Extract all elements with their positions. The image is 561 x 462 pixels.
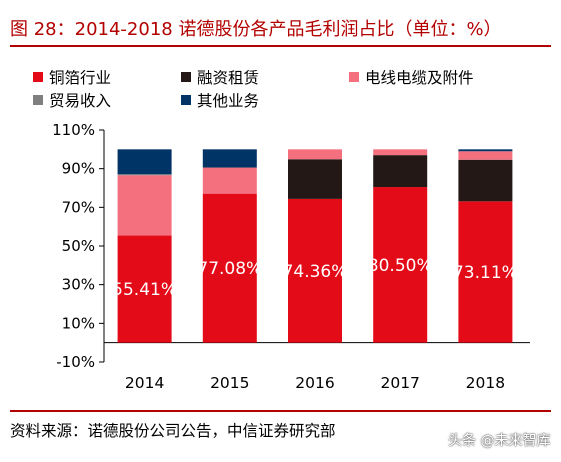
legend-label-leasing: 融资租赁 bbox=[197, 69, 260, 87]
x-tick-label: 2015 bbox=[210, 374, 249, 392]
legend-row-1: 铜箔行业 融资租赁 电线电缆及附件 bbox=[33, 66, 474, 88]
bar-segment-2018-电线电缆及附件 bbox=[458, 151, 513, 160]
legend-item-trade: 贸易收入 bbox=[33, 89, 181, 111]
bar-segment-2014-电线电缆及附件 bbox=[117, 175, 172, 236]
bar-segment-2016-铜箔行业 bbox=[288, 198, 342, 343]
data-label: 73.11% bbox=[453, 263, 518, 283]
legend-row-2: 贸易收入 其他业务 bbox=[33, 89, 259, 111]
y-tick-label: 70% bbox=[62, 198, 95, 216]
legend-label-copper-foil: 铜箔行业 bbox=[49, 69, 112, 87]
legend-item-cable: 电线电缆及附件 bbox=[349, 66, 474, 88]
x-tick-label: 2016 bbox=[295, 374, 334, 392]
source-note: 资料来源：诺德股份公司公告，中信证券研究部 bbox=[10, 422, 336, 440]
data-label: 74.36% bbox=[283, 262, 348, 282]
bar-segment-2018-其他业务 bbox=[458, 149, 513, 152]
bar-segment-2017-电线电缆及附件 bbox=[373, 149, 428, 156]
y-tick-label: 30% bbox=[62, 276, 95, 294]
bar-segment-2014-铜箔行业 bbox=[117, 235, 172, 343]
legend-swatch-trade bbox=[33, 95, 43, 105]
legend-item-leasing: 融资租赁 bbox=[181, 66, 349, 88]
title-divider bbox=[10, 45, 551, 47]
bar-segment-2017-铜箔行业 bbox=[373, 187, 428, 343]
x-tick-label: 2017 bbox=[380, 374, 419, 392]
legend-label-trade: 贸易收入 bbox=[49, 92, 112, 110]
bar-segment-2016-融资租赁 bbox=[288, 159, 342, 199]
legend-swatch-copper-foil bbox=[33, 72, 43, 82]
bar-segment-2017-融资租赁 bbox=[373, 155, 428, 188]
legend-label-other: 其他业务 bbox=[197, 92, 260, 110]
y-tick-label: 90% bbox=[62, 160, 95, 178]
data-label: 80.50% bbox=[368, 256, 433, 276]
bar-segment-2018-融资租赁 bbox=[458, 159, 513, 202]
legend-swatch-cable bbox=[349, 72, 359, 82]
bar-segment-2016-电线电缆及附件 bbox=[288, 149, 342, 160]
bar-segment-2014-其他业务 bbox=[117, 149, 172, 175]
bar-segment-2015-其他业务 bbox=[202, 149, 257, 168]
bar-segment-2018-铜箔行业 bbox=[458, 201, 513, 343]
legend-item-other: 其他业务 bbox=[181, 89, 259, 111]
y-tick-label: 10% bbox=[62, 314, 95, 332]
x-tick-label: 2014 bbox=[125, 374, 164, 392]
bar-segment-2014-贸易收入 bbox=[117, 174, 172, 176]
watermark: 头条 @未来智库 bbox=[448, 433, 551, 449]
bar-segment-2015-电线电缆及附件 bbox=[202, 167, 257, 194]
legend-swatch-other bbox=[181, 95, 191, 105]
data-label: 77.08% bbox=[197, 259, 262, 279]
legend-swatch-leasing bbox=[181, 72, 191, 82]
footer-divider bbox=[10, 410, 551, 412]
y-tick-label: 50% bbox=[62, 237, 95, 255]
bar-segment-2015-铜箔行业 bbox=[202, 193, 257, 343]
legend-label-cable: 电线电缆及附件 bbox=[365, 69, 474, 87]
legend-item-copper-foil: 铜箔行业 bbox=[33, 66, 181, 88]
chart-title: 图 28：2014-2018 诺德股份各产品毛利润占比（单位：%） bbox=[10, 19, 502, 40]
x-tick-label: 2018 bbox=[466, 374, 505, 392]
y-tick-label: 110% bbox=[52, 121, 95, 139]
y-tick-label: -10% bbox=[56, 353, 95, 371]
data-label: 55.41% bbox=[112, 280, 177, 300]
